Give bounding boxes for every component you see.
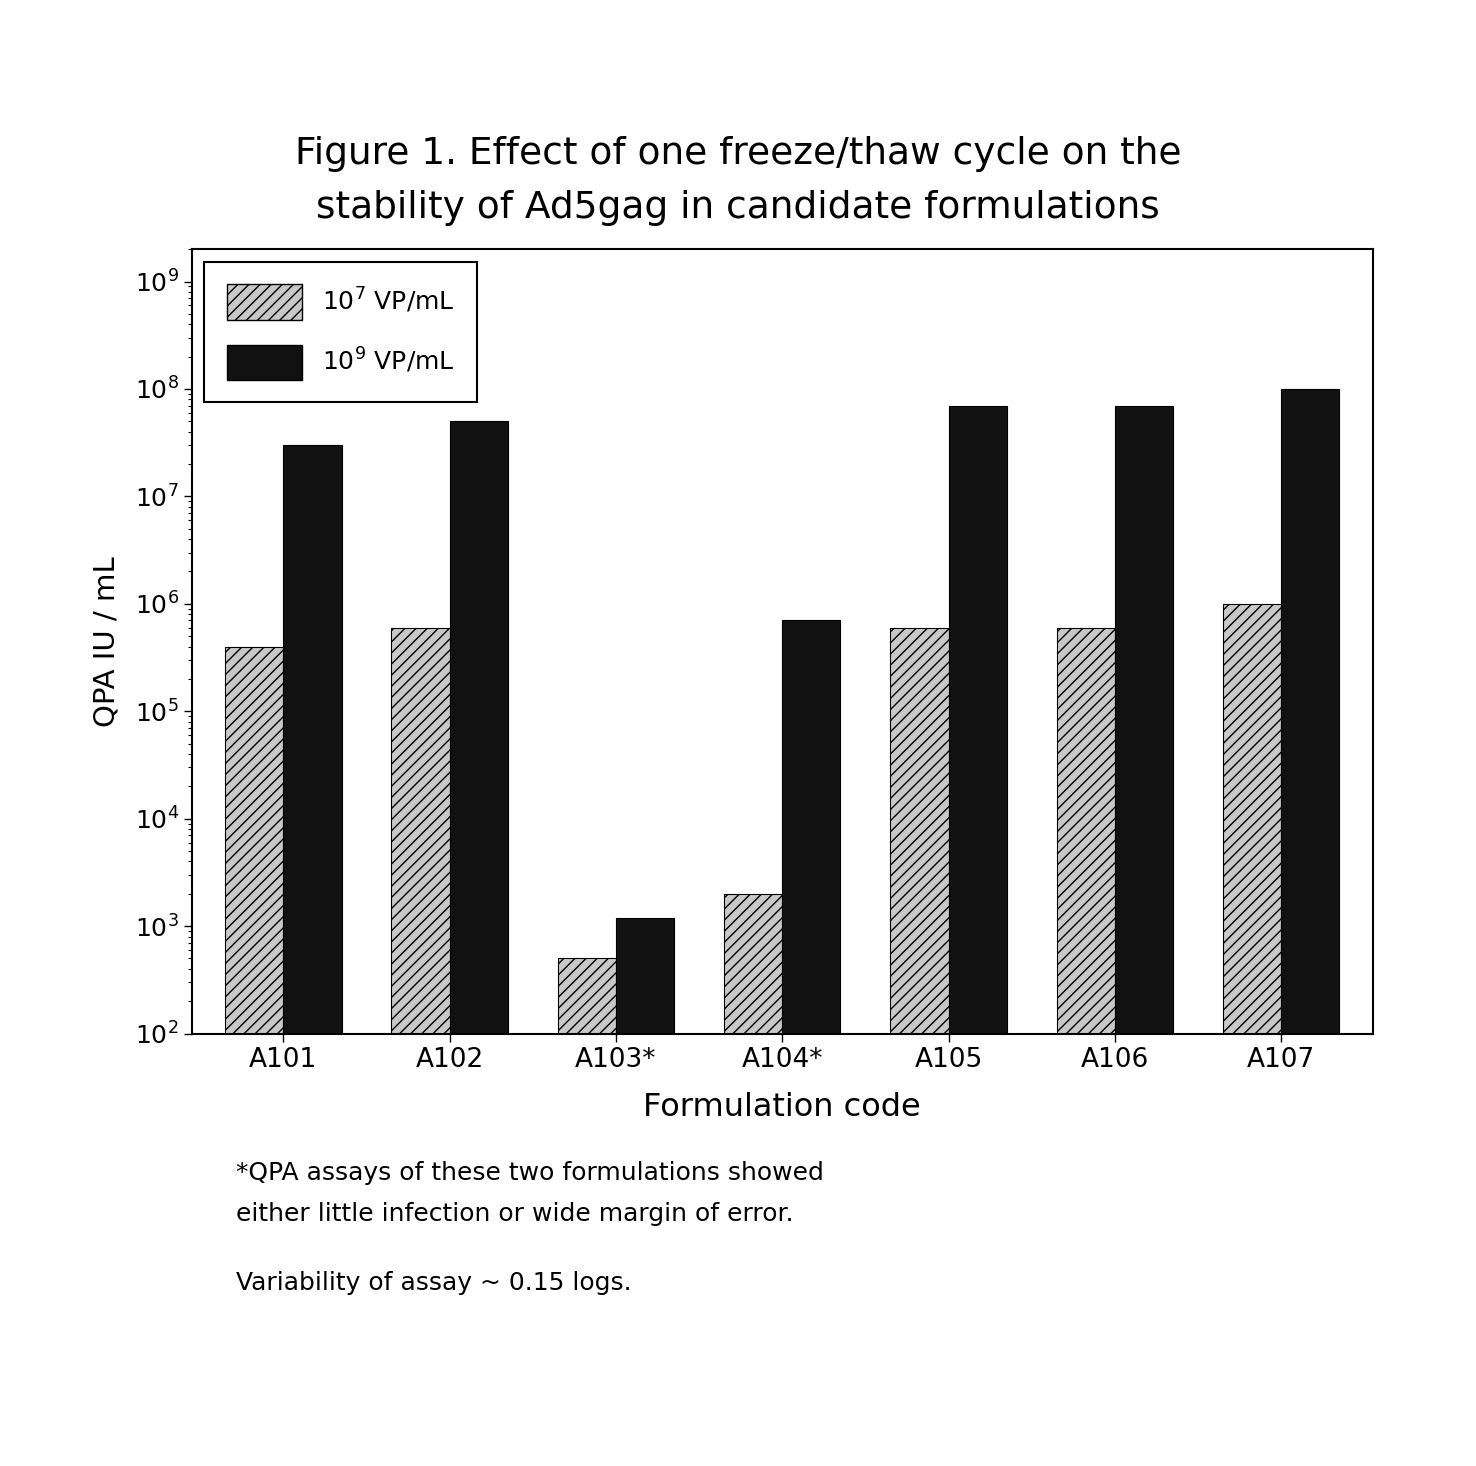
Text: *QPA assays of these two formulations showed: *QPA assays of these two formulations sh… [236, 1161, 824, 1185]
Bar [1224, 604, 1281, 1466]
Bar [1281, 388, 1339, 1466]
Bar [890, 627, 949, 1466]
Bar [391, 627, 450, 1466]
Legend: $10^7$ VP/mL, $10^9$ VP/mL: $10^7$ VP/mL, $10^9$ VP/mL [204, 262, 477, 403]
Text: Figure 1. Effect of one freeze/thaw cycle on the: Figure 1. Effect of one freeze/thaw cycl… [295, 136, 1181, 172]
Bar [725, 894, 782, 1466]
Y-axis label: QPA IU / mL: QPA IU / mL [93, 556, 121, 727]
Text: stability of Ad5gag in candidate formulations: stability of Ad5gag in candidate formula… [316, 191, 1160, 226]
X-axis label: Formulation code: Formulation code [644, 1092, 921, 1123]
Bar [558, 959, 615, 1466]
Bar [782, 620, 840, 1466]
Text: either little infection or wide margin of error.: either little infection or wide margin o… [236, 1202, 794, 1226]
Bar [450, 421, 508, 1466]
Bar [1114, 406, 1173, 1466]
Bar [283, 446, 341, 1466]
Text: Variability of assay ~ 0.15 logs.: Variability of assay ~ 0.15 logs. [236, 1271, 632, 1294]
Bar [1057, 627, 1114, 1466]
Bar [615, 918, 675, 1466]
Bar [226, 647, 283, 1466]
Bar [949, 406, 1007, 1466]
